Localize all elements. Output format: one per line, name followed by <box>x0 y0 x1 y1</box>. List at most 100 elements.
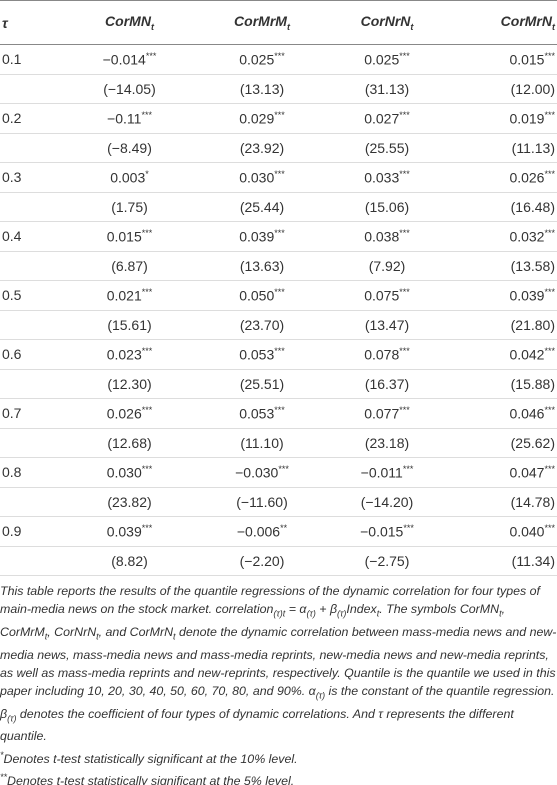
empty-cell <box>0 310 62 340</box>
stars: *** <box>274 50 285 61</box>
note-text: , and CorMrN <box>98 624 174 639</box>
note-text: , CorMrM <box>0 602 506 639</box>
coef-value: 0.033 <box>364 169 400 186</box>
header-name: CorNrN <box>360 13 411 30</box>
coef-cell: 0.025*** <box>197 44 327 75</box>
coef-value: 0.021 <box>106 287 142 304</box>
coef-value: −0.006 <box>236 523 281 540</box>
note-text: (τ)t <box>273 608 286 619</box>
t-row: (−8.49) (23.92) (25.55) (11.13) <box>0 133 557 163</box>
note-text: (τ) <box>337 608 347 619</box>
t-cell: (11.10) <box>197 428 327 458</box>
coef-cell: 0.029*** <box>197 103 327 134</box>
coef-cell: −0.11*** <box>62 103 197 134</box>
stars: ** <box>280 522 288 533</box>
coef-value: 0.038 <box>364 228 400 245</box>
coef-row: 0.9 0.039*** −0.006** −0.015*** 0.040*** <box>0 516 557 547</box>
header-sub: t <box>286 21 290 32</box>
results-table: τ CorMNt CorMrMt CorNrNt CorMrNt 0.1 −0.014**… <box>0 0 557 576</box>
stars: *** <box>274 168 285 179</box>
stars: *** <box>274 404 285 415</box>
coef-cell: 0.026*** <box>62 398 197 429</box>
coef-row: 0.4 0.015*** 0.039*** 0.038*** 0.032*** <box>0 221 557 252</box>
stars: *** <box>544 463 555 474</box>
t-cell: (25.51) <box>197 369 327 399</box>
header-name: CorMrM <box>234 13 287 30</box>
footnotes: * Denotes t-test statistically significan… <box>0 746 557 785</box>
coef-row: 0.5 0.021*** 0.050*** 0.075*** 0.039*** <box>0 280 557 311</box>
coef-value: 0.027 <box>364 110 400 127</box>
t-cell: (11.34) <box>447 546 557 576</box>
stars: *** <box>544 286 555 297</box>
coef-cell: 0.015*** <box>447 44 557 75</box>
stars: *** <box>544 404 555 415</box>
t-cell: (1.75) <box>62 192 197 222</box>
stars: *** <box>544 345 555 356</box>
header-cell: CorMNt <box>62 0 197 45</box>
coef-value: 0.039 <box>239 228 275 245</box>
stars: *** <box>274 109 285 120</box>
coef-cell: 0.027*** <box>327 103 447 134</box>
coef-cell: 0.019*** <box>447 103 557 134</box>
coef-row: 0.1 −0.014*** 0.025*** 0.025*** 0.015*** <box>0 44 557 75</box>
note-text: denotes the coefficient of four types of… <box>0 706 514 744</box>
t-cell: (21.80) <box>447 310 557 340</box>
t-cell: (23.18) <box>327 428 447 458</box>
header-sub: t <box>150 21 154 32</box>
coef-cell: −0.006** <box>197 516 327 547</box>
coef-value: −0.030 <box>235 464 279 481</box>
stars: *** <box>141 522 153 533</box>
tau-cell: 0.8 <box>0 457 62 488</box>
coef-value: 0.026 <box>106 405 142 422</box>
note-text: (τ) <box>315 690 326 701</box>
stars: *** <box>544 227 555 238</box>
tau-cell: 0.2 <box>0 103 62 134</box>
tau-cell: 0.5 <box>0 280 62 311</box>
coef-row: 0.7 0.026*** 0.053*** 0.077*** 0.046*** <box>0 398 557 429</box>
coef-value: 0.032 <box>509 228 545 245</box>
stars: *** <box>141 345 153 356</box>
t-cell: (16.37) <box>327 369 447 399</box>
coef-value: 0.025 <box>239 51 275 68</box>
t-row: (8.82) (−2.20) (−2.75) (11.34) <box>0 546 557 576</box>
empty-cell <box>0 192 62 222</box>
stars: *** <box>274 345 285 356</box>
coef-cell: −0.015*** <box>327 516 447 547</box>
t-row: (12.30) (25.51) (16.37) (15.88) <box>0 369 557 399</box>
stars: *** <box>399 404 410 415</box>
stars: *** <box>399 345 410 356</box>
empty-cell <box>0 546 62 576</box>
footnote-mark: * <box>0 749 4 760</box>
coef-value: 0.047 <box>509 464 545 481</box>
coef-cell: 0.053*** <box>197 398 327 429</box>
coef-cell: 0.042*** <box>447 339 557 370</box>
coef-value: 0.015 <box>509 51 545 68</box>
header-cell: CorNrNt <box>327 0 447 45</box>
tau-cell: 0.7 <box>0 398 62 429</box>
coef-cell: 0.021*** <box>62 280 197 311</box>
coef-row: 0.8 0.030*** −0.030*** −0.011*** 0.047*** <box>0 457 557 488</box>
empty-cell <box>0 428 62 458</box>
coef-value: −0.014 <box>102 51 146 68</box>
stars: *** <box>544 109 555 120</box>
header-cell: CorMrNt <box>447 0 557 45</box>
stars: *** <box>141 109 152 120</box>
header-name: CorMN <box>105 13 151 30</box>
note-text: t <box>96 631 99 642</box>
coef-value: 0.039 <box>106 523 142 540</box>
t-cell: (13.47) <box>327 310 447 340</box>
footnote-text: Denotes t-test statistically significant… <box>7 773 295 785</box>
note-text: , CorNrN <box>47 624 97 639</box>
t-cell: (15.61) <box>62 310 197 340</box>
notes: This table reports the results of the qu… <box>0 576 557 785</box>
coef-value: 0.030 <box>239 169 275 186</box>
coef-value: 0.075 <box>364 287 400 304</box>
coef-value: 0.029 <box>239 110 275 127</box>
coef-value: 0.042 <box>509 346 545 363</box>
stars: * <box>145 168 149 179</box>
t-cell: (−8.49) <box>62 133 197 163</box>
coef-cell: 0.026*** <box>447 162 557 193</box>
footnote: *Denotes t-test statistically significan… <box>0 746 557 768</box>
header-cell: CorMrMt <box>197 0 327 45</box>
